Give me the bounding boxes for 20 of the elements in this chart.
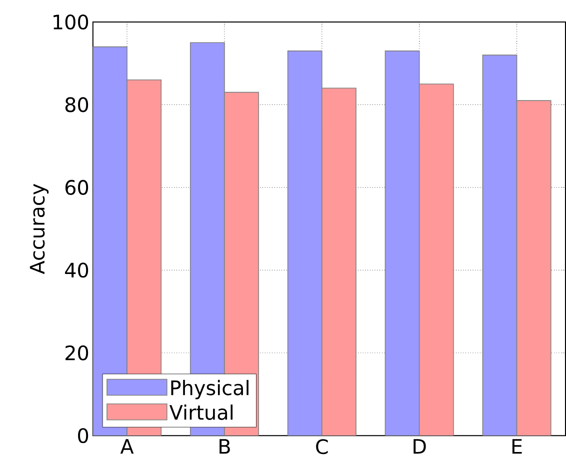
legend-label: Physical (171, 380, 248, 400)
y-tick-label: 80 (65, 97, 88, 112)
y-tick-label: 100 (54, 14, 88, 30)
bar (419, 84, 454, 436)
bar (322, 88, 356, 436)
x-tick-label: C (316, 439, 328, 454)
bar (482, 54, 518, 436)
bar (385, 51, 420, 436)
y-tick-label: 40 (65, 262, 88, 278)
x-tick-label: E (512, 439, 522, 454)
y-tick-label: 0 (78, 428, 88, 444)
x-tick-label: D (414, 439, 426, 454)
bar (288, 51, 322, 436)
y-axis-title: Accuracy (30, 184, 49, 274)
x-tick-label: B (220, 439, 230, 454)
bar (516, 100, 552, 436)
y-tick-label: 60 (65, 180, 88, 196)
x-tick-label: A (120, 439, 134, 454)
legend-label: Virtual (169, 404, 233, 420)
y-tick-label: 20 (66, 346, 88, 361)
